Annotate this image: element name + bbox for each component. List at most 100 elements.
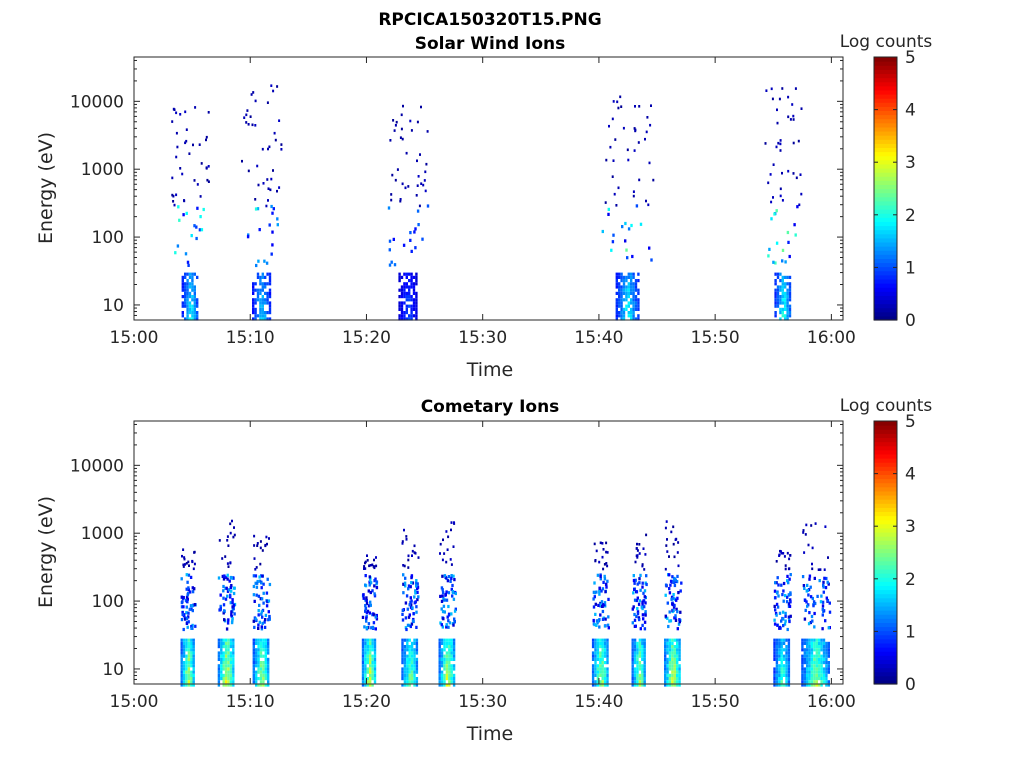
- heatmap-cell: [774, 611, 778, 616]
- heatmap-cell: [415, 680, 419, 684]
- heatmap-cell: [671, 661, 674, 665]
- heatmap-cell: [814, 601, 817, 606]
- heatmap-cell: [196, 304, 199, 308]
- heatmap-cell: [820, 657, 823, 661]
- heatmap-cell: [268, 311, 272, 315]
- heatmap-cell: [400, 304, 404, 308]
- heatmap-cell: [448, 645, 451, 649]
- heatmap-cell: [827, 670, 830, 674]
- colorbar-segment: [874, 311, 897, 317]
- heatmap-cell: [406, 657, 409, 661]
- heatmap-cell: [261, 307, 264, 311]
- colorbar-segment: [874, 274, 897, 280]
- heatmap-cell: [400, 288, 404, 292]
- heatmap-cell: [186, 282, 189, 286]
- heatmap-cell: [784, 282, 787, 286]
- colorbar-segment: [874, 474, 897, 480]
- heatmap-cell: [803, 551, 806, 554]
- heatmap-cell: [622, 275, 626, 279]
- heatmap-cell: [182, 605, 185, 609]
- heatmap-cell: [415, 625, 418, 629]
- heatmap-cell: [784, 564, 787, 567]
- heatmap-cell: [806, 583, 809, 587]
- heatmap-cell: [402, 582, 405, 586]
- heatmap-cell: [180, 651, 183, 655]
- heatmap-cell: [181, 295, 184, 299]
- heatmap-cell: [643, 680, 646, 684]
- heatmap-cell: [227, 638, 230, 642]
- heatmap-cell: [227, 667, 230, 671]
- heatmap-cell: [669, 583, 672, 587]
- heatmap-cell: [371, 664, 374, 668]
- heatmap-cell: [801, 673, 804, 677]
- heatmap-cell: [638, 680, 642, 684]
- heatmap-cell: [666, 651, 669, 655]
- heatmap-cell: [192, 661, 195, 665]
- heatmap-cell: [185, 641, 188, 645]
- colorbar-segment: [874, 213, 897, 218]
- heatmap-cell: [806, 651, 809, 655]
- heatmap-cell: [445, 667, 449, 671]
- heatmap-cell: [410, 249, 413, 253]
- heatmap-cell: [254, 617, 257, 621]
- heatmap-cell: [631, 638, 634, 642]
- heatmap-cell: [368, 611, 372, 615]
- heatmap-cell: [255, 566, 258, 569]
- heatmap-cell: [669, 579, 673, 583]
- heatmap-cell: [193, 562, 196, 566]
- heatmap-cell: [190, 680, 193, 684]
- heatmap-cell: [182, 680, 186, 684]
- heatmap-cell: [781, 314, 784, 318]
- heatmap-cell: [257, 664, 260, 668]
- heatmap-cell: [822, 667, 826, 671]
- heatmap-cell: [421, 237, 424, 241]
- heatmap-cell: [367, 622, 371, 626]
- heatmap-cell: [788, 254, 791, 259]
- heatmap-cell: [595, 619, 599, 623]
- heatmap-cell: [643, 664, 646, 668]
- heatmap-cell: [784, 295, 787, 299]
- heatmap-cell: [801, 677, 804, 681]
- heatmap-cell: [407, 185, 410, 188]
- heatmap-cell: [448, 638, 451, 642]
- colorbar-tick-label: 3: [905, 153, 916, 173]
- heatmap-cell: [814, 522, 817, 525]
- heatmap-cell: [229, 641, 233, 645]
- heatmap-cell: [256, 314, 260, 318]
- heatmap-cell: [784, 611, 787, 615]
- heatmap-cell: [775, 683, 779, 687]
- heatmap-cell: [185, 599, 189, 603]
- colorbar-segment: [874, 466, 897, 471]
- heatmap-cell: [815, 673, 818, 677]
- heatmap-cell: [780, 667, 783, 671]
- heatmap-cell: [267, 618, 270, 622]
- heatmap-cell: [222, 596, 225, 600]
- heatmap-cell: [195, 236, 198, 241]
- heatmap-cell: [227, 664, 230, 668]
- heatmap-cell: [643, 605, 646, 609]
- heatmap-cell: [600, 589, 603, 593]
- heatmap-cell: [591, 667, 595, 671]
- heatmap-cell: [254, 568, 257, 571]
- heatmap-cell: [229, 664, 233, 668]
- heatmap-cell: [644, 553, 647, 556]
- heatmap-cell: [222, 603, 226, 607]
- heatmap-cell: [815, 680, 818, 684]
- heatmap-cell: [185, 648, 188, 652]
- heatmap-cell: [186, 291, 189, 295]
- heatmap-cell: [452, 677, 456, 681]
- heatmap-cell: [196, 206, 199, 210]
- heatmap-cell: [818, 654, 821, 658]
- heatmap-cell: [180, 641, 183, 645]
- heatmap-cell: [664, 648, 667, 652]
- heatmap-cell: [185, 683, 188, 687]
- heatmap-cell: [803, 641, 806, 645]
- heatmap-cell: [268, 617, 271, 621]
- colorbar-segment: [874, 494, 897, 500]
- heatmap-cell: [818, 667, 821, 671]
- heatmap-cell: [792, 114, 795, 118]
- heatmap-cell: [405, 282, 408, 286]
- heatmap-cell: [599, 670, 602, 674]
- heatmap-cell: [367, 604, 371, 608]
- heatmap-cell: [782, 670, 786, 674]
